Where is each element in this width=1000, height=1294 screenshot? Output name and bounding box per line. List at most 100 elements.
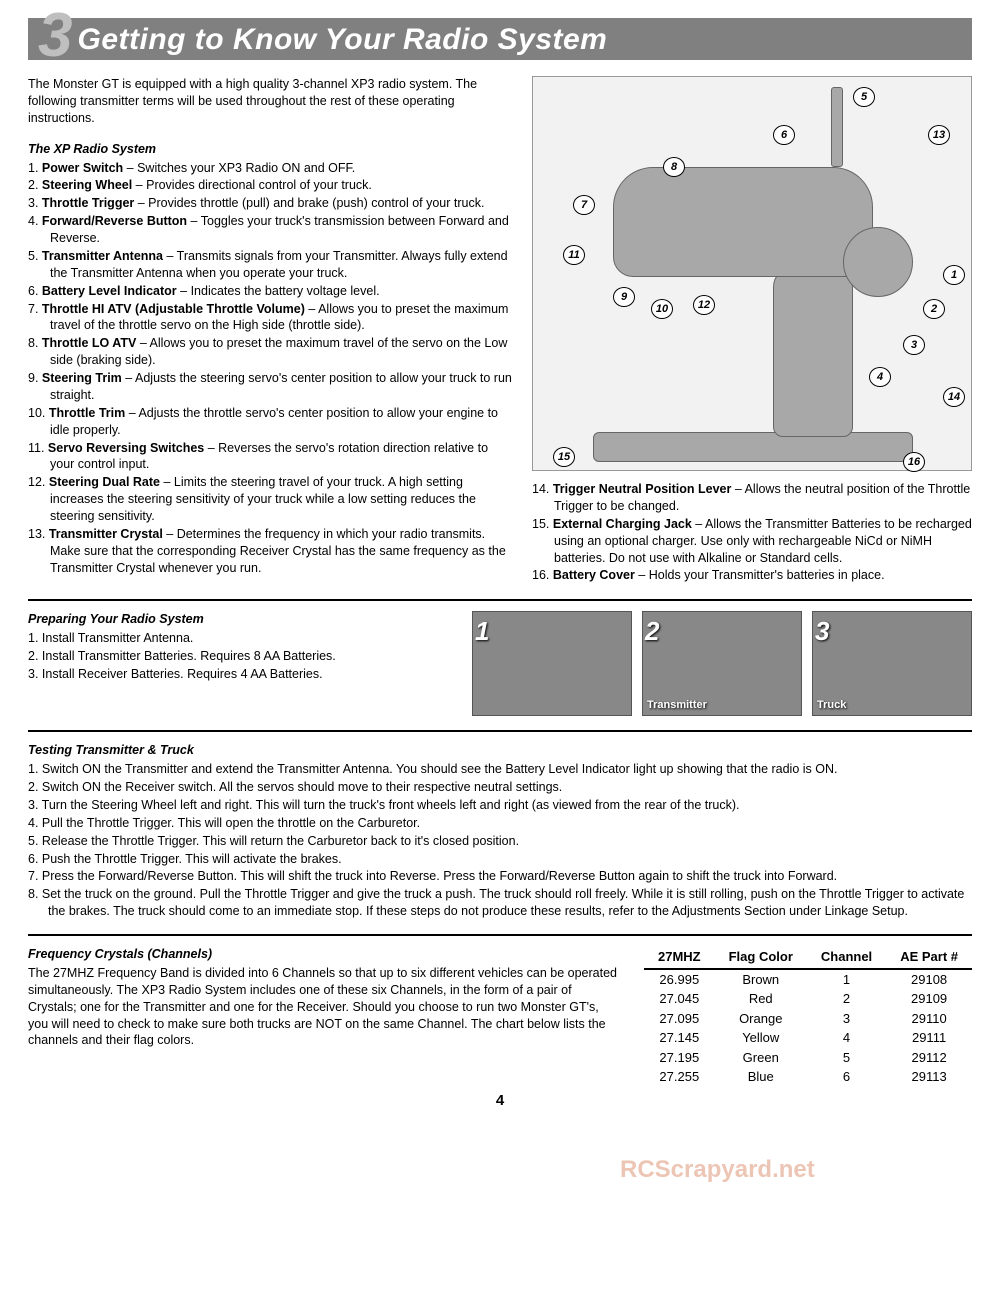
- freq-text: The 27MHZ Frequency Band is divided into…: [28, 965, 620, 1049]
- callout-6: 6: [773, 125, 795, 145]
- list-item: 4. Pull the Throttle Trigger. This will …: [28, 815, 972, 832]
- table-cell: 6: [807, 1067, 886, 1087]
- callout-10: 10: [651, 299, 673, 319]
- table-cell: 27.255: [644, 1067, 715, 1087]
- table-cell: 2: [807, 989, 886, 1009]
- list-item: 7. Press the Forward/Reverse Button. Thi…: [28, 868, 972, 885]
- definition-item: 7. Throttle HI ATV (Adjustable Throttle …: [28, 301, 512, 335]
- definition-item: 13. Transmitter Crystal – Determines the…: [28, 526, 512, 577]
- prep-steps: 1. Install Transmitter Antenna.2. Instal…: [28, 630, 458, 683]
- table-row: 27.095Orange329110: [644, 1009, 972, 1029]
- prep-image: 1: [472, 611, 632, 716]
- definition-item: 12. Steering Dual Rate – Limits the stee…: [28, 474, 512, 525]
- callout-1: 1: [943, 265, 965, 285]
- callout-14: 14: [943, 387, 965, 407]
- page-number: 4: [28, 1091, 972, 1111]
- table-row: 27.145Yellow429111: [644, 1028, 972, 1048]
- callout-16: 16: [903, 452, 925, 472]
- list-item: 2. Install Transmitter Batteries. Requir…: [28, 648, 458, 665]
- table-cell: 29110: [886, 1009, 972, 1029]
- definition-item: 14. Trigger Neutral Position Lever – All…: [532, 481, 972, 515]
- table-cell: 29109: [886, 989, 972, 1009]
- testing-steps: 1. Switch ON the Transmitter and extend …: [28, 761, 972, 920]
- table-cell: Brown: [715, 969, 807, 990]
- testing-heading: Testing Transmitter & Truck: [28, 742, 972, 759]
- callout-15: 15: [553, 447, 575, 467]
- table-cell: 29108: [886, 969, 972, 990]
- definition-item: 8. Throttle LO ATV – Allows you to prese…: [28, 335, 512, 369]
- section-number: 3: [38, 14, 69, 57]
- table-cell: 27.195: [644, 1048, 715, 1068]
- table-cell: 29113: [886, 1067, 972, 1087]
- prep-images: 12Transmitter3Truck: [472, 611, 972, 716]
- table-cell: 29111: [886, 1028, 972, 1048]
- table-row: 27.195Green529112: [644, 1048, 972, 1068]
- section-title: Getting to Know Your Radio System: [77, 20, 607, 61]
- table-cell: Green: [715, 1048, 807, 1068]
- definition-item: 9. Steering Trim – Adjusts the steering …: [28, 370, 512, 404]
- table-cell: 29112: [886, 1048, 972, 1068]
- table-cell: 26.995: [644, 969, 715, 990]
- divider: [28, 934, 972, 936]
- definition-item: 16. Battery Cover – Holds your Transmitt…: [532, 567, 972, 584]
- table-cell: 4: [807, 1028, 886, 1048]
- table-header: Channel: [807, 946, 886, 969]
- list-item: 2. Switch ON the Receiver switch. All th…: [28, 779, 972, 796]
- table-row: 27.045Red229109: [644, 989, 972, 1009]
- table-cell: Yellow: [715, 1028, 807, 1048]
- definition-item: 10. Throttle Trim – Adjusts the throttle…: [28, 405, 512, 439]
- definition-item: 6. Battery Level Indicator – Indicates t…: [28, 283, 512, 300]
- table-header: AE Part #: [886, 946, 972, 969]
- definition-item: 4. Forward/Reverse Button – Toggles your…: [28, 213, 512, 247]
- callout-2: 2: [923, 299, 945, 319]
- callout-12: 12: [693, 295, 715, 315]
- table-cell: 27.095: [644, 1009, 715, 1029]
- definition-item: 11. Servo Reversing Switches – Reverses …: [28, 440, 512, 474]
- table-cell: Blue: [715, 1067, 807, 1087]
- intro-text: The Monster GT is equipped with a high q…: [28, 76, 512, 127]
- table-cell: Red: [715, 989, 807, 1009]
- frequency-table: 27MHZFlag ColorChannelAE Part # 26.995Br…: [644, 946, 972, 1087]
- callout-5: 5: [853, 87, 875, 107]
- list-item: 5. Release the Throttle Trigger. This wi…: [28, 833, 972, 850]
- definition-item: 15. External Charging Jack – Allows the …: [532, 516, 972, 567]
- table-cell: 27.145: [644, 1028, 715, 1048]
- callout-11: 11: [563, 245, 585, 265]
- xp-definition-list: 1. Power Switch – Switches your XP3 Radi…: [28, 160, 512, 577]
- section-header: 3 Getting to Know Your Radio System: [28, 18, 972, 60]
- callout-9: 9: [613, 287, 635, 307]
- prep-heading: Preparing Your Radio System: [28, 611, 458, 628]
- divider: [28, 730, 972, 732]
- xp-definition-list-right: 14. Trigger Neutral Position Lever – All…: [532, 481, 972, 584]
- table-cell: 1: [807, 969, 886, 990]
- table-cell: 27.045: [644, 989, 715, 1009]
- watermark: RCScrapyard.net: [620, 1154, 815, 1186]
- table-row: 27.255Blue629113: [644, 1067, 972, 1087]
- table-row: 26.995Brown129108: [644, 969, 972, 990]
- list-item: 1. Switch ON the Transmitter and extend …: [28, 761, 972, 778]
- table-header: Flag Color: [715, 946, 807, 969]
- prep-image: 2Transmitter: [642, 611, 802, 716]
- callout-8: 8: [663, 157, 685, 177]
- list-item: 6. Push the Throttle Trigger. This will …: [28, 851, 972, 868]
- definition-item: 5. Transmitter Antenna – Transmits signa…: [28, 248, 512, 282]
- definition-item: 1. Power Switch – Switches your XP3 Radi…: [28, 160, 512, 177]
- callout-4: 4: [869, 367, 891, 387]
- table-cell: Orange: [715, 1009, 807, 1029]
- list-item: 1. Install Transmitter Antenna.: [28, 630, 458, 647]
- callout-3: 3: [903, 335, 925, 355]
- prep-image: 3Truck: [812, 611, 972, 716]
- definition-item: 3. Throttle Trigger – Provides throttle …: [28, 195, 512, 212]
- xp-heading: The XP Radio System: [28, 141, 512, 158]
- radio-diagram: 12345678910111213141516: [532, 76, 972, 471]
- table-header: 27MHZ: [644, 946, 715, 969]
- divider: [28, 599, 972, 601]
- list-item: 3. Turn the Steering Wheel left and righ…: [28, 797, 972, 814]
- list-item: 3. Install Receiver Batteries. Requires …: [28, 666, 458, 683]
- table-cell: 3: [807, 1009, 886, 1029]
- definition-item: 2. Steering Wheel – Provides directional…: [28, 177, 512, 194]
- freq-heading: Frequency Crystals (Channels): [28, 946, 620, 963]
- list-item: 8. Set the truck on the ground. Pull the…: [28, 886, 972, 920]
- callout-13: 13: [928, 125, 950, 145]
- table-cell: 5: [807, 1048, 886, 1068]
